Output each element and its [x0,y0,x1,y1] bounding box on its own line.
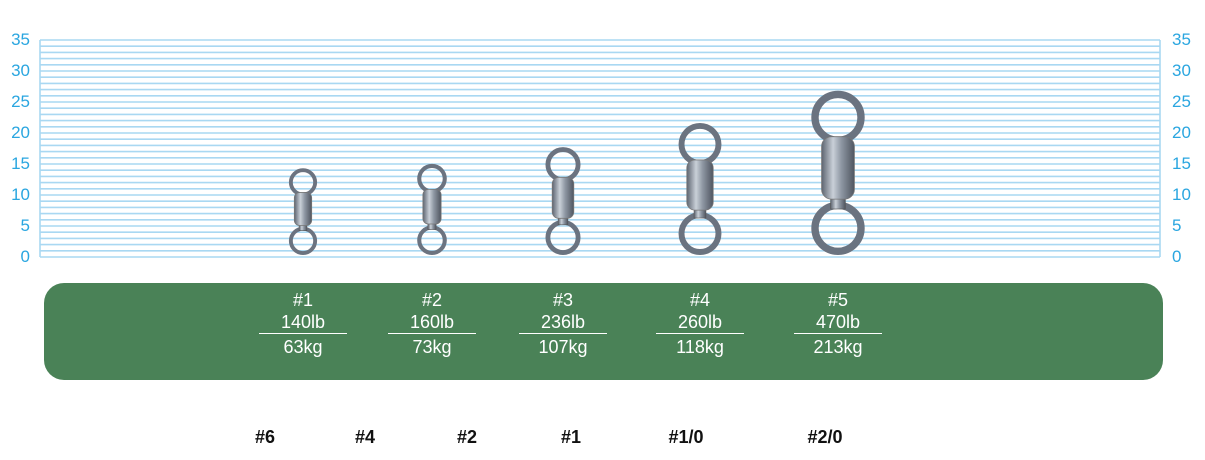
spec-size: #3 [552,290,574,310]
scale-tick: 30 [1172,61,1191,80]
spec-panel: #1 140lb 63kg #2 160lb 73kg #3 236lb 107kg #4 260l… [44,283,1163,380]
spec-size: #1 [292,290,314,310]
swivel-size-1 [288,168,318,256]
spec-size-1: #1 140lb 63kg [253,289,353,358]
scale-tick: 35 [11,30,30,49]
scale-tick: 15 [1172,154,1191,173]
scale-tick: 5 [20,216,30,235]
spec-kg: 63kg [259,333,347,358]
swivel-barrel [422,188,442,225]
swivel-barrel [551,176,575,219]
spec-size-4: #4 260lb 118kg [650,289,750,358]
spec-size: #2 [421,290,443,310]
scale-tick: 30 [11,61,30,80]
spec-lb: 160lb [409,312,455,332]
spec-size-3: #3 236lb 107kg [513,289,613,358]
scale-tick: 20 [1172,123,1191,142]
swivel-barrel [821,136,855,200]
equivalent-size-label: #4 [354,427,376,447]
swivel-barrel [293,192,313,226]
spec-lb: 470lb [815,312,861,332]
ruler-grid [39,39,1161,258]
scale-tick: 15 [11,154,30,173]
spec-size: #5 [827,290,849,310]
scale-tick: 25 [1172,92,1191,111]
swivel-size-2 [417,163,447,255]
equivalent-size-label: #1/0 [668,427,704,447]
spec-kg: 213kg [794,333,882,358]
equivalent-size-label: #2 [456,427,478,447]
swivel-size-3 [545,147,581,256]
scale-tick: 10 [1172,185,1191,204]
scale-tick: 25 [11,92,30,111]
swivel-size-4 [678,122,722,255]
spec-size: #4 [689,290,711,310]
scale-tick: 20 [11,123,30,142]
spec-kg: 118kg [656,333,744,358]
spec-lb: 260lb [677,312,723,332]
spec-size-2: #2 160lb 73kg [382,289,482,358]
scale-tick: 0 [1172,247,1182,266]
scale-tick: 35 [1172,30,1191,49]
spec-kg: 73kg [388,333,476,358]
swivel-barrel [686,159,714,211]
equivalent-size-label: #6 [254,427,276,447]
spec-kg: 107kg [519,333,607,358]
ring-bottom [417,225,447,255]
scale-tick: 10 [11,185,30,204]
ring-bottom [545,219,581,256]
swivel-size-5 [811,90,865,256]
spec-lb: 140lb [280,312,326,332]
spec-lb: 236lb [540,312,586,332]
spec-size-5: #5 470lb 213kg [788,289,888,358]
scale-tick: 5 [1172,216,1182,235]
scale-tick: 0 [20,247,30,266]
equivalent-size-label: #1 [560,427,582,447]
equivalent-size-label: #2/0 [807,427,843,447]
